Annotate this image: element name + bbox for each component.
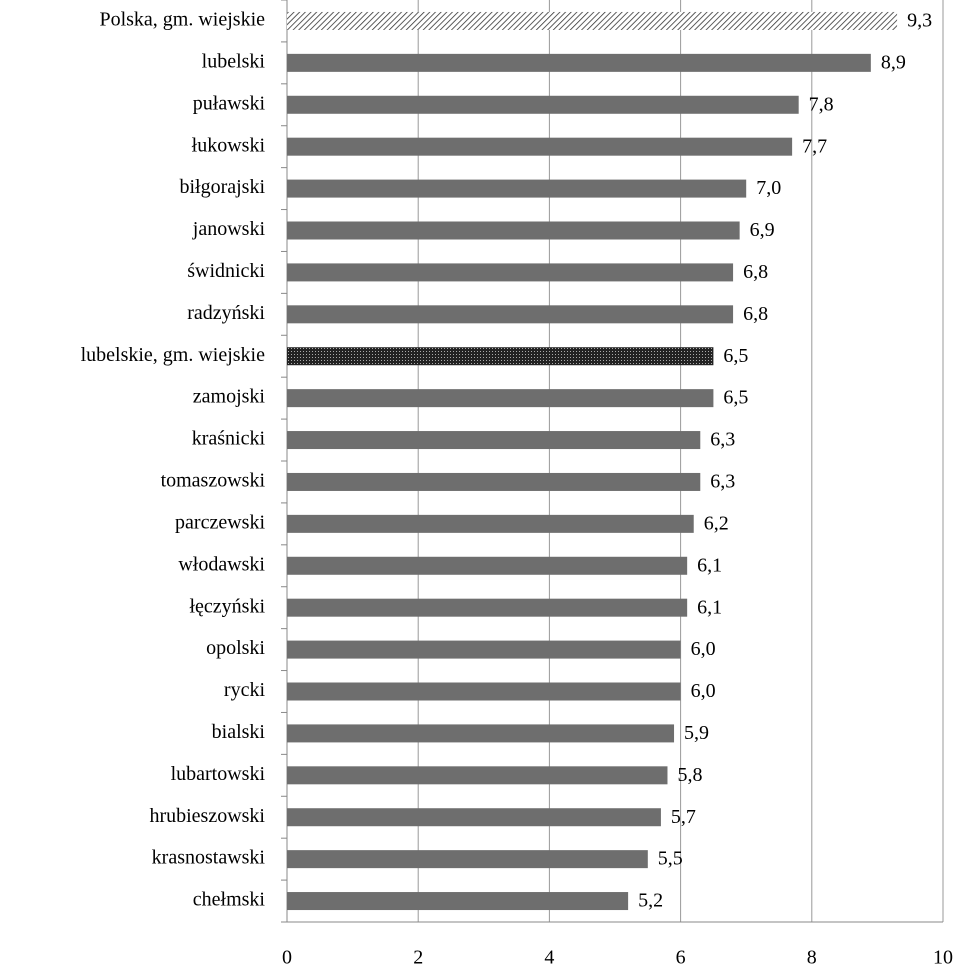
bar	[287, 431, 701, 450]
x-tick-label: 6	[676, 947, 686, 967]
value-label: 6,9	[750, 219, 775, 241]
value-label: 6,3	[710, 471, 735, 493]
y-tick-label: krasnostawski	[152, 847, 266, 869]
bar	[287, 347, 714, 366]
bar	[287, 766, 668, 785]
value-label: 6,5	[723, 345, 748, 367]
value-label: 5,7	[671, 806, 696, 828]
bar	[287, 892, 629, 911]
value-label: 6,5	[723, 387, 748, 409]
value-label: 6,3	[710, 429, 735, 451]
bar	[287, 682, 681, 701]
bar	[287, 724, 675, 743]
value-label: 7,0	[756, 177, 781, 199]
y-tick-label: zamojski	[193, 386, 266, 408]
value-label: 7,8	[809, 93, 834, 115]
y-tick-label: radzyński	[187, 302, 265, 324]
y-tick-label: puławski	[193, 92, 266, 114]
y-tick-label: tomaszowski	[161, 470, 266, 492]
y-tick-label: biłgorajski	[179, 176, 265, 198]
y-tick-label: świdnicki	[187, 260, 265, 282]
bar	[287, 850, 648, 869]
value-label: 6,2	[704, 512, 729, 534]
value-label: 5,9	[684, 722, 709, 744]
y-tick-label: rycki	[224, 679, 266, 701]
bar	[287, 179, 747, 198]
y-tick-label: łęczyński	[189, 595, 265, 617]
bar	[287, 472, 701, 491]
value-label: 5,2	[638, 890, 663, 912]
x-tick-label: 10	[933, 947, 953, 967]
bar	[287, 137, 793, 156]
x-tick-label: 0	[282, 947, 292, 967]
bar	[287, 53, 871, 72]
y-tick-label: łukowski	[192, 134, 266, 156]
y-tick-label: parczewski	[175, 511, 265, 533]
y-tick-label: opolski	[206, 637, 265, 659]
value-label: 5,5	[658, 848, 683, 870]
y-tick-label: lubelskie, gm. wiejskie	[81, 344, 266, 366]
bar	[287, 556, 688, 575]
y-tick-label: włodawski	[178, 553, 265, 575]
bar	[287, 389, 714, 408]
value-label: 6,1	[697, 596, 722, 618]
y-tick-label: hrubieszowski	[149, 805, 265, 827]
value-label: 9,3	[907, 10, 932, 32]
y-tick-label: janowski	[192, 218, 266, 240]
y-tick-label: kraśnicki	[192, 428, 266, 450]
bar	[287, 221, 740, 240]
bar	[287, 514, 694, 533]
y-tick-label: bialski	[212, 721, 266, 743]
x-tick-label: 4	[544, 947, 554, 967]
value-label: 6,0	[691, 680, 716, 702]
value-label: 5,8	[677, 764, 702, 786]
value-label: 8,9	[881, 51, 906, 73]
bar	[287, 598, 688, 617]
x-tick-label: 8	[807, 947, 817, 967]
bar	[287, 263, 734, 282]
x-tick-label: 2	[413, 947, 423, 967]
y-tick-label: lubelski	[202, 50, 266, 72]
bar	[287, 95, 799, 114]
bar	[287, 305, 734, 324]
value-label: 6,8	[743, 261, 768, 283]
value-label: 6,8	[743, 303, 768, 325]
bar	[287, 640, 681, 659]
y-tick-label: Polska, gm. wiejskie	[99, 9, 265, 31]
bar	[287, 808, 661, 827]
value-label: 7,7	[802, 135, 827, 157]
value-label: 6,1	[697, 554, 722, 576]
y-tick-label: lubartowski	[171, 763, 266, 785]
bar	[287, 11, 898, 30]
y-tick-label: chełmski	[193, 889, 266, 911]
value-label: 6,0	[691, 638, 716, 660]
